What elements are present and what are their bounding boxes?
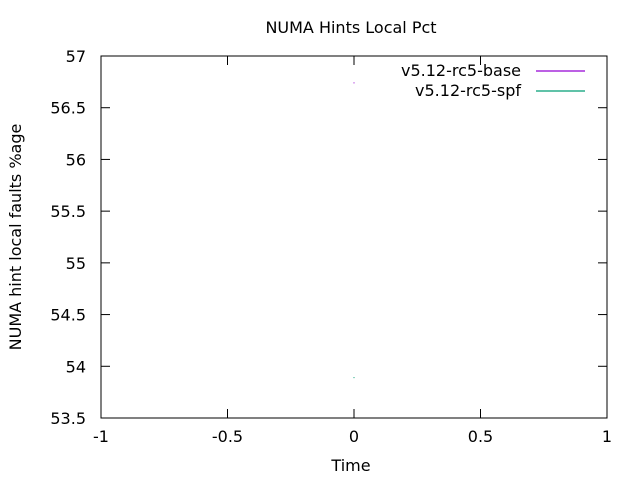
x-tick-label: -1 bbox=[93, 427, 109, 446]
y-tick-label: 57 bbox=[66, 47, 86, 66]
y-tick-label: 54.5 bbox=[50, 306, 86, 325]
chart-title: NUMA Hints Local Pct bbox=[265, 18, 436, 37]
y-tick-label: 56.5 bbox=[50, 99, 86, 118]
legend: v5.12-rc5-base v5.12-rc5-spf bbox=[401, 61, 585, 100]
legend-label: v5.12-rc5-spf bbox=[415, 81, 521, 100]
plot-frame bbox=[100, 55, 608, 419]
x-axis-label: Time bbox=[330, 456, 370, 475]
series-layer bbox=[353, 82, 355, 379]
x-tick-label: -0.5 bbox=[212, 427, 243, 446]
y-tick-label: 53.5 bbox=[50, 409, 86, 428]
y-tick-label: 56 bbox=[66, 150, 86, 169]
y-axis: 53.5 54 54.5 55 55.5 56 56.5 57 bbox=[50, 47, 607, 428]
y-tick-label: 55.5 bbox=[50, 202, 86, 221]
x-tick-label: 1 bbox=[602, 427, 612, 446]
x-axis: -1 -0.5 0 0.5 1 bbox=[93, 56, 612, 446]
y-tick-label: 55 bbox=[66, 254, 86, 273]
legend-label: v5.12-rc5-base bbox=[401, 61, 521, 80]
x-tick-label: 0 bbox=[349, 427, 359, 446]
legend-entry-spf: v5.12-rc5-spf bbox=[415, 81, 585, 100]
legend-entry-base: v5.12-rc5-base bbox=[401, 61, 585, 80]
x-tick-label: 0.5 bbox=[468, 427, 493, 446]
y-axis-label: NUMA hint local faults %age bbox=[6, 124, 25, 351]
y-tick-label: 54 bbox=[66, 357, 86, 376]
